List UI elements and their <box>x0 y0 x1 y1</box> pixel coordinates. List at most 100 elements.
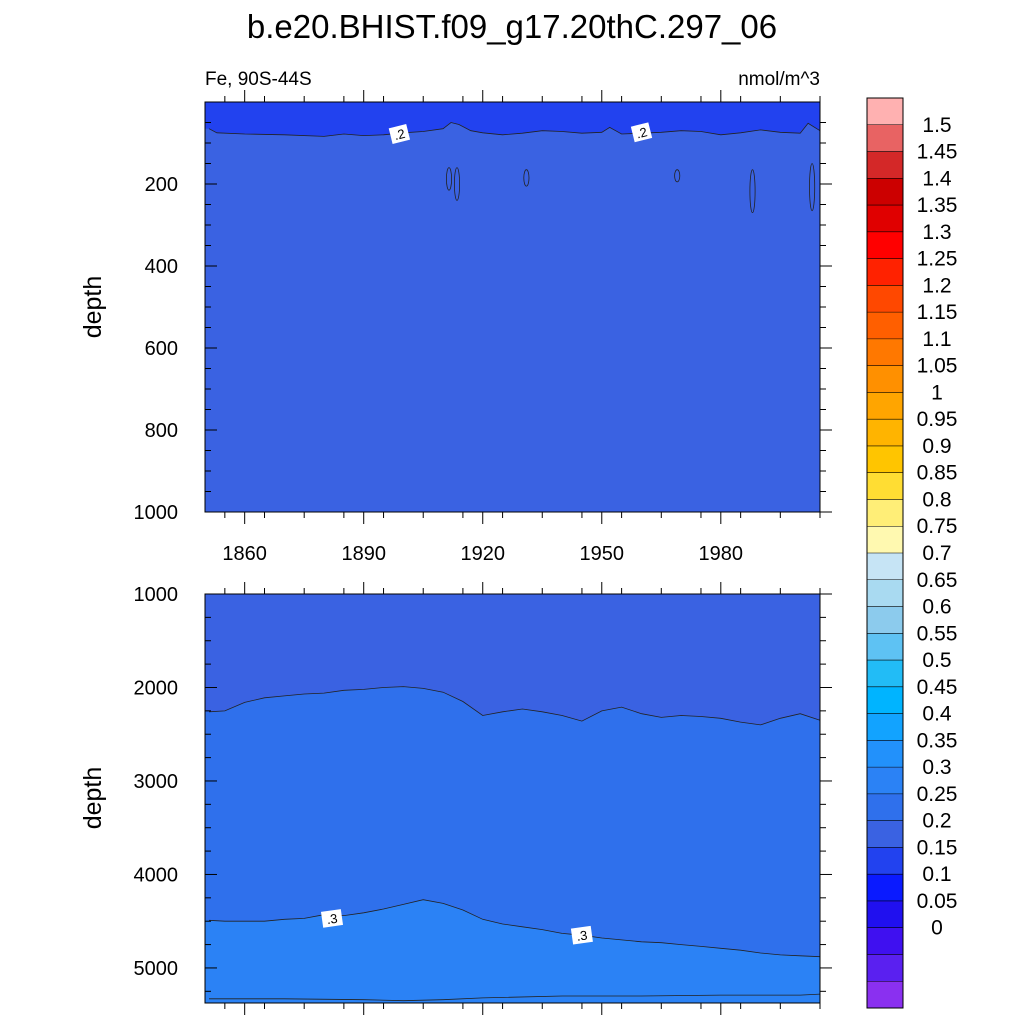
y-tick-label: 5000 <box>134 958 179 980</box>
colorbar-label: 0.35 <box>917 729 958 752</box>
colorbar-swatch <box>867 713 903 741</box>
colorbar-label: 0.1 <box>922 863 951 886</box>
colorbar-label: 0.95 <box>917 408 958 431</box>
contour-label-box: .3 <box>320 909 344 928</box>
colorbar-label: 1 <box>931 381 943 404</box>
colorbar-swatch <box>867 927 903 955</box>
x-tick-label: 1980 <box>699 543 744 565</box>
colorbar-swatch <box>867 98 903 126</box>
colorbar-label: 0.65 <box>917 569 958 592</box>
colorbar-label: 1.45 <box>917 141 958 164</box>
colorbar-swatch <box>867 686 903 714</box>
colorbar-swatch <box>867 606 903 634</box>
x-tick-label: 1920 <box>460 543 505 565</box>
colorbar-swatch <box>867 445 903 473</box>
colorbar-label: 0.55 <box>917 622 958 645</box>
colorbar-swatch <box>867 258 903 286</box>
contour-label-bg <box>388 124 411 144</box>
y-tick-label: 4000 <box>134 864 179 886</box>
colorbar-label: 0.6 <box>922 596 951 619</box>
colorbar-label: 0.4 <box>922 703 952 726</box>
colorbar-label: 0.85 <box>917 462 958 485</box>
colorbar-swatch <box>867 178 903 206</box>
x-tick-label: 1860 <box>222 543 267 565</box>
y-axis-label-top: depth <box>79 276 107 339</box>
colorbar-swatch <box>867 499 903 527</box>
contour-label-box: .3 <box>570 925 593 945</box>
colorbar-swatch <box>867 151 903 179</box>
contour-label: .2 <box>392 126 406 143</box>
panel-upper-ocean: Fe, 90S-44S nmol/m^3 depth .2 .2 200 400 60… <box>79 69 832 565</box>
colorbar-swatch <box>867 392 903 420</box>
contour-feature <box>453 167 460 201</box>
y-tick-label: 1000 <box>134 502 179 524</box>
panel-deep-ocean: depth .3 .3 1000 2000 3000 4000 5000 <box>79 582 832 1015</box>
colorbar-swatch <box>867 205 903 233</box>
panel-top-fills <box>205 102 820 512</box>
x-tick-label: 1950 <box>580 543 625 565</box>
colorbar-label: 0.5 <box>922 649 951 672</box>
colorbar-swatch <box>867 124 903 152</box>
fill-region-0-15 <box>205 102 820 137</box>
colorbar-swatch <box>867 847 903 875</box>
colorbar-label: 1.05 <box>917 355 958 378</box>
y-tick-label: 400 <box>145 256 178 278</box>
colorbar-label: 0.45 <box>917 676 958 699</box>
fill-region-0-3 <box>205 899 820 1003</box>
colorbar: 1.5 1.45 1.4 1.35 1.3 1.25 1.2 1.15 1.1 1.05 1 0.95… <box>866 97 958 1009</box>
colorbar-swatch <box>867 793 903 821</box>
y-tick-label: 200 <box>145 174 178 196</box>
contour-feature <box>445 167 452 191</box>
colorbar-label: 0.3 <box>922 756 951 779</box>
y-tick-label: 800 <box>145 420 178 442</box>
panel-top-ticks: 200 400 600 800 1000 1860 1890 1920 1950 1980 <box>134 90 832 565</box>
contour-line-0-3 <box>208 899 821 958</box>
colorbar-label: 1.5 <box>922 114 951 137</box>
colorbar-label: 1.1 <box>922 328 951 351</box>
contour-line-0-25 <box>208 686 821 726</box>
contour-label: .2 <box>635 124 649 141</box>
y-tick-label: 600 <box>145 338 178 360</box>
contour-feature <box>749 169 756 214</box>
colorbar-label: 1.15 <box>917 301 958 324</box>
panel-units-label: nmol/m^3 <box>738 69 820 90</box>
colorbar-label: 0 <box>931 917 943 940</box>
y-tick-label: 1000 <box>134 584 179 606</box>
colorbar-swatch <box>867 900 903 928</box>
colorbar-label: 0.9 <box>922 435 951 458</box>
colorbar-label: 0.15 <box>917 836 958 859</box>
colorbar-swatch <box>867 231 903 259</box>
colorbar-swatch <box>867 981 903 1009</box>
colorbar-swatch <box>867 365 903 393</box>
fill-region-0-2 <box>205 102 820 512</box>
colorbar-swatch <box>867 820 903 848</box>
colorbar-swatch <box>867 338 903 366</box>
colorbar-swatch <box>867 526 903 554</box>
colorbar-label: 1.3 <box>922 221 951 244</box>
panel-top-contours: .2 .2 <box>208 122 821 214</box>
contour-feature <box>674 169 681 183</box>
colorbar-swatch <box>867 767 903 795</box>
contour-label: .3 <box>576 928 589 944</box>
contour-label-bg <box>570 925 593 945</box>
colorbar-swatch <box>867 954 903 982</box>
y-axis-label-bottom: depth <box>79 767 107 830</box>
contour-feature <box>809 163 816 212</box>
panel-bottom-contours: .3 .3 <box>208 686 821 1002</box>
chart-title: b.e20.BHIST.f09_g17.20thC.297_06 <box>247 8 777 45</box>
colorbar-swatch <box>867 740 903 768</box>
colorbar-label: 0.8 <box>922 489 951 512</box>
contour-label: .3 <box>326 911 339 927</box>
colorbar-label: 0.75 <box>917 515 958 538</box>
colorbar-swatch <box>867 660 903 688</box>
colorbar-label: 1.25 <box>917 248 958 271</box>
colorbar-swatch <box>867 472 903 500</box>
colorbar-frame <box>866 97 904 1009</box>
colorbar-swatch <box>867 312 903 340</box>
colorbar-swatch <box>867 419 903 447</box>
x-tick-label: 1890 <box>341 543 386 565</box>
panel-top-frame <box>204 101 821 513</box>
contour-label-box: .2 <box>630 122 653 143</box>
colorbar-label: 1.4 <box>922 167 952 190</box>
